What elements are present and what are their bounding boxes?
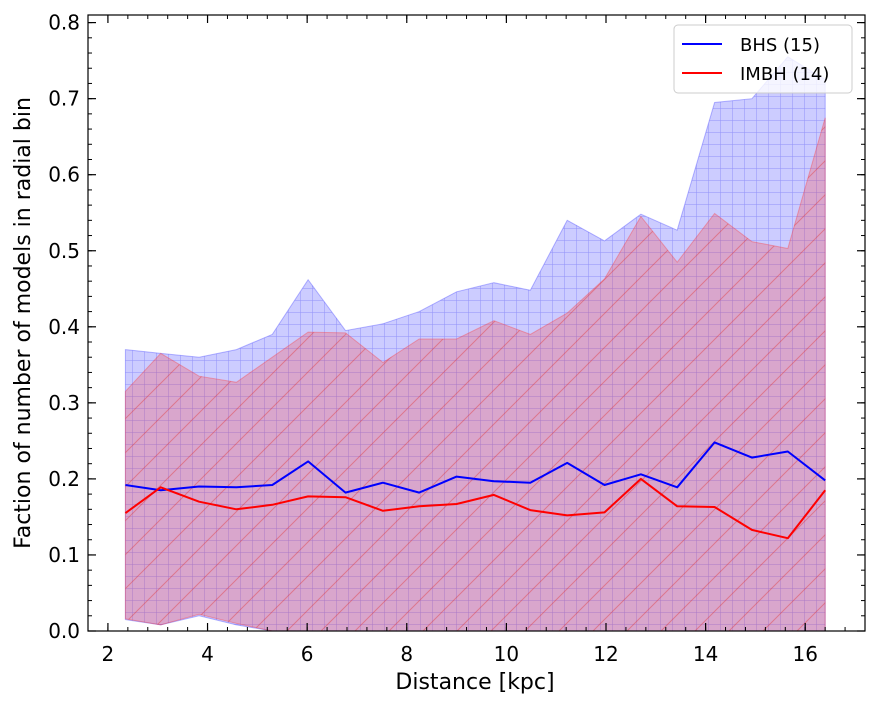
- y-axis-title: Faction of number of models in radial bi…: [11, 97, 36, 549]
- x-tick-label: 2: [102, 642, 115, 666]
- x-tick-label: 16: [793, 642, 818, 666]
- legend-label-bhs: BHS (15): [740, 35, 820, 56]
- x-tick-label: 4: [201, 642, 214, 666]
- x-tick-label: 14: [693, 642, 718, 666]
- y-tick-label: 0.2: [48, 467, 80, 491]
- legend-box: [673, 24, 853, 94]
- y-tick-label: 0.4: [48, 315, 80, 339]
- x-tick-label: 12: [593, 642, 618, 666]
- band-hatch-imbh: [125, 117, 826, 631]
- axes: 2 4 6 8 10 12 14 16 0.0 0.1 0.2 0.3 0.4 0.5 0.6 0.7 0.8: [48, 11, 866, 666]
- series-line-bhs: [125, 441, 826, 494]
- legend-label-imbh: IMBH (14): [740, 64, 829, 85]
- x-tick-label: 8: [400, 642, 413, 666]
- plot-frame: [87, 14, 866, 632]
- plot-area: [124, 56, 826, 631]
- series-line-imbh: [124, 477, 826, 540]
- x-tick-label: 6: [301, 642, 314, 666]
- y-tick-label: 0.6: [48, 163, 80, 187]
- x-tick-label: 10: [494, 642, 519, 666]
- y-tick-label: 0.5: [48, 239, 80, 263]
- y-tick-label: 0.8: [48, 11, 80, 35]
- y-tick-label: 0.7: [48, 87, 80, 111]
- x-axis-title: Distance [kpc]: [395, 670, 554, 695]
- y-tick-label: 0.3: [48, 391, 80, 415]
- legend: BHS (15) IMBH (14): [673, 24, 853, 94]
- y-tick-label: 0.1: [48, 543, 80, 567]
- y-tick-label: 0.0: [48, 619, 80, 643]
